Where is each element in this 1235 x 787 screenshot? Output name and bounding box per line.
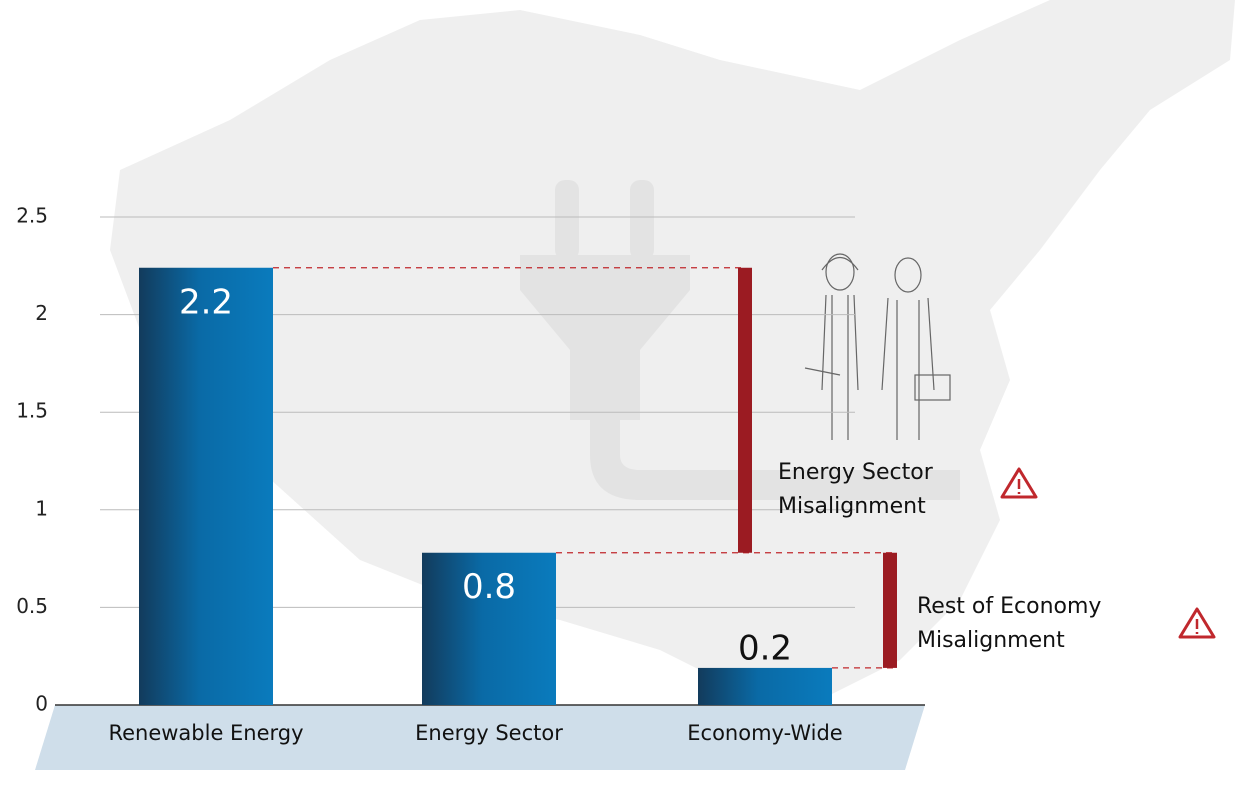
bar [698,667,832,705]
y-tick-label: 0 [35,692,48,716]
annotation: Rest of Economy [917,594,1101,619]
y-tick-label: 2 [35,301,48,325]
map-silhouette [110,0,1235,700]
plug-icon [520,180,960,500]
bar [139,267,273,705]
misalignment-bracket [738,267,752,553]
y-tick-label: 2.5 [16,204,48,228]
annotation: Misalignment [778,494,926,519]
warning-mark [1017,479,1199,634]
value-label: 0.8 [462,567,516,607]
x-tick-label: Renewable Energy [108,721,303,745]
y-tick-label: 1 [35,496,48,520]
annotation: Misalignment [917,628,1065,653]
x-tick-label: Energy Sector [415,721,563,745]
annotation: Energy Sector [778,460,934,485]
category-band [35,705,925,770]
bar [422,552,556,705]
workers-icon [804,253,951,440]
misalignment-bracket [883,552,897,668]
value-label: 2.2 [179,282,233,322]
y-tick-label: 0.5 [16,594,48,618]
value-label: 0.2 [738,628,792,668]
x-tick-label: Economy-Wide [687,721,842,745]
y-tick-label: 1.5 [16,399,48,423]
